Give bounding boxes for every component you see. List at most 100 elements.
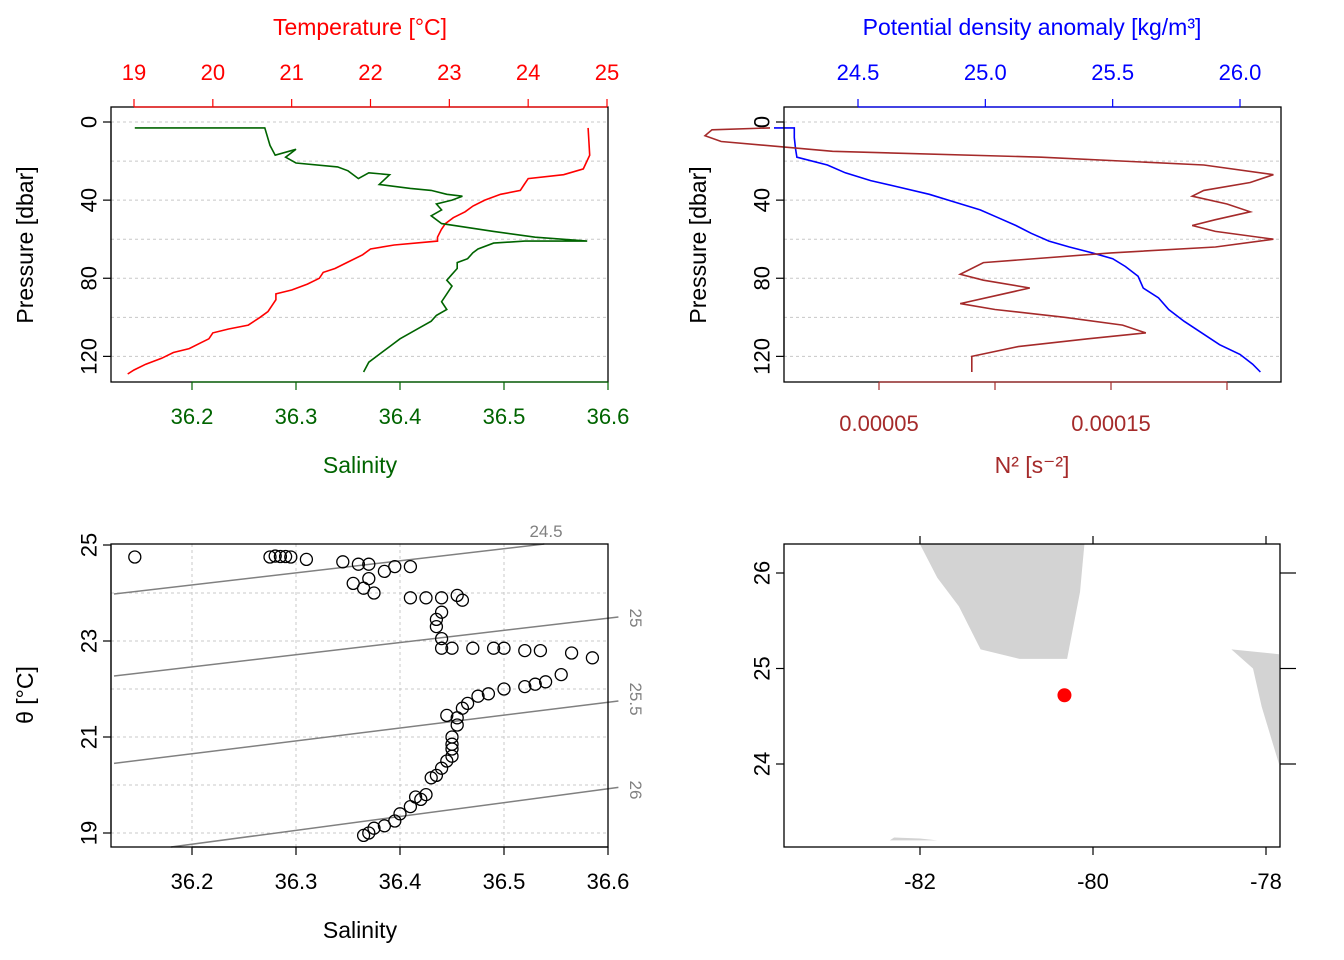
panel-frame	[110, 106, 609, 383]
ts-point	[388, 559, 402, 574]
ts-point	[434, 761, 449, 775]
ts-point	[445, 641, 459, 655]
ts-point	[393, 807, 407, 821]
ts-point	[585, 651, 600, 665]
pressure-axis-tick-label: 40	[77, 188, 102, 212]
salinity-axis-tick-label: 36.5	[483, 404, 526, 429]
isopycnal-label: 25	[626, 609, 645, 628]
density-axis-tick-label: 26.0	[1219, 60, 1262, 85]
panel-ts-diagram: 24.5 25 25.5 26 19 21 23 25 36.2 36.3 36.4 36.5 36.…	[12, 522, 645, 943]
pressure-axis-tick-label: 80	[750, 266, 775, 290]
panel-frame	[783, 543, 1281, 848]
density-axis-tick-label: 25.5	[1091, 60, 1134, 85]
salinity-axis-title: Salinity	[323, 452, 398, 478]
ts-point	[471, 689, 485, 703]
salinity-axis-tick-label: 36.3	[275, 869, 318, 894]
salinity-axis-tick-label: 36.6	[587, 404, 630, 429]
ts-point	[466, 641, 480, 655]
ts-point	[273, 549, 288, 564]
land-polygon	[920, 544, 1085, 659]
temperature-axis-title: Temperature [°C]	[273, 14, 447, 40]
salinity-axis-tick-label: 36.2	[171, 404, 214, 429]
temperature-axis-tick-label: 23	[437, 60, 461, 85]
ts-point	[440, 708, 454, 723]
ts-point	[263, 550, 277, 564]
longitude-tick-label: -80	[1077, 869, 1109, 894]
latitude-tick-label: 26	[750, 561, 775, 585]
ts-point	[497, 641, 511, 655]
ts-point	[403, 591, 418, 605]
ts-point	[445, 742, 459, 756]
theta-axis-tick-label: 21	[77, 725, 102, 749]
ts-point	[564, 646, 579, 660]
temperature-axis-tick-label: 21	[279, 60, 303, 85]
ts-point	[434, 631, 449, 646]
theta-axis-title: θ [°C]	[12, 666, 38, 724]
pressure-axis-tick-label: 120	[750, 338, 775, 375]
land-polygon	[889, 837, 938, 841]
temperature-axis-tick-label: 24	[516, 60, 540, 85]
salinity-axis-tick-label: 36.4	[379, 869, 422, 894]
density-line	[774, 127, 1261, 373]
ts-point	[434, 605, 449, 619]
density-axis-tick-label: 25.0	[964, 60, 1007, 85]
temperature-axis-tick-label: 22	[358, 60, 382, 85]
latitude-tick-label: 24	[750, 752, 775, 776]
longitude-tick-label: -82	[904, 869, 936, 894]
ts-point	[351, 557, 366, 571]
temperature-axis-tick-label: 19	[122, 60, 146, 85]
longitude-tick-label: -78	[1250, 869, 1282, 894]
ts-point	[450, 588, 464, 603]
ts-point	[450, 711, 464, 725]
salinity-axis-tick-label: 36.4	[379, 404, 422, 429]
density-axis-title: Potential density anomaly [kg/m³]	[863, 14, 1202, 40]
ts-point	[450, 718, 464, 732]
ts-point	[440, 754, 454, 768]
salinity-line	[134, 127, 588, 373]
theta-axis-tick-label: 19	[77, 821, 102, 845]
pressure-axis-tick-label: 40	[750, 188, 775, 212]
latitude-tick-label: 25	[750, 656, 775, 680]
theta-axis-tick-label: 23	[77, 629, 102, 653]
pressure-axis-tick-label: 0	[750, 116, 775, 128]
n2-axis-tick-label: 0.00015	[1071, 411, 1151, 436]
ts-point	[377, 819, 392, 833]
pressure-axis-tick-label: 120	[77, 338, 102, 375]
salinity-axis-tick-label: 36.3	[275, 404, 318, 429]
ts-point	[486, 641, 501, 655]
ts-point	[455, 593, 470, 607]
ts-point	[497, 682, 511, 696]
ts-point	[518, 679, 532, 694]
ts-point	[268, 549, 282, 563]
panel-frame	[110, 543, 609, 848]
salinity-axis-tick-label: 36.2	[171, 869, 214, 894]
theta-axis-tick-label: 25	[77, 533, 102, 557]
isopycnal-label: 26	[626, 781, 645, 800]
ts-point	[419, 787, 433, 802]
ts-point	[356, 828, 371, 843]
pressure-axis-tick-label: 80	[77, 266, 102, 290]
ts-point	[367, 821, 381, 835]
panel-density-n2: 0 40 80 120 24.5 25.0 25.5 26.0 0.00005 0.00015 P…	[685, 14, 1282, 478]
ts-point	[460, 696, 475, 711]
ts-point	[299, 552, 314, 567]
ts-point	[429, 612, 444, 627]
ts-point	[403, 559, 418, 574]
ts-point	[533, 643, 548, 658]
ts-point	[554, 667, 568, 682]
panel-station-map: 24 25 26 -82 -80 -78	[750, 536, 1296, 894]
ts-point	[284, 550, 298, 564]
isopycnal-label: 25.5	[626, 682, 645, 715]
pressure-axis-tick-label: 0	[77, 116, 102, 128]
ts-point	[278, 549, 293, 564]
pressure-axis-title: Pressure [dbar]	[12, 166, 38, 323]
panel-frame	[783, 106, 1282, 383]
ts-point	[445, 749, 459, 763]
salinity-axis-tick-label: 36.5	[483, 869, 526, 894]
isopycnal-line	[113, 700, 619, 765]
isopycnal-line	[113, 543, 545, 595]
ts-point	[424, 771, 438, 785]
salinity-axis-tick-label: 36.6	[587, 869, 630, 894]
ts-point	[434, 641, 449, 655]
